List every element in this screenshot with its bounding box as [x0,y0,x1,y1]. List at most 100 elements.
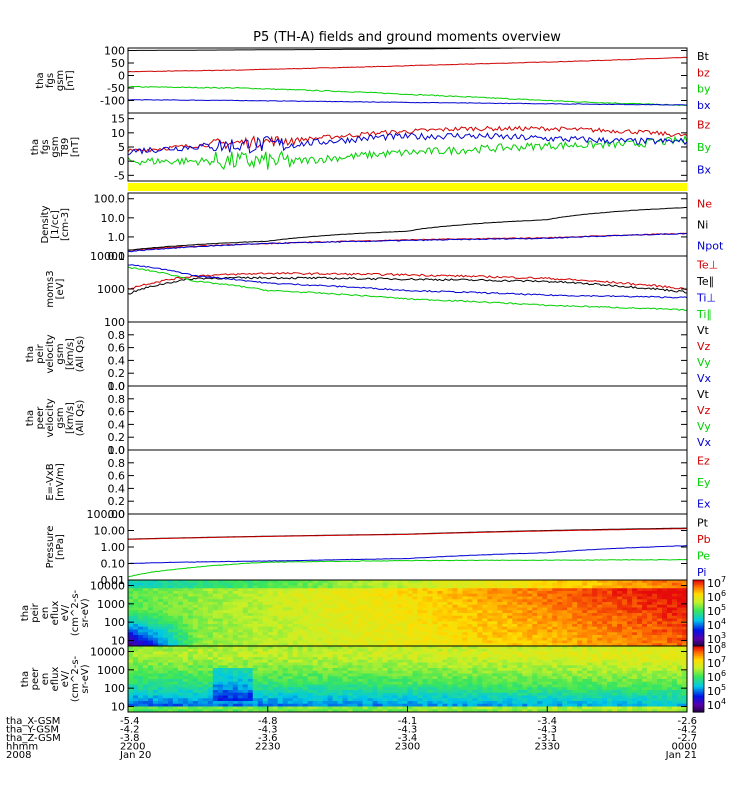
spectrogram-cell [272,635,279,639]
spectrogram-cell [477,604,483,608]
spectrogram-cell [242,621,249,625]
spectrogram-cell [267,585,274,589]
spectrogram-cell [572,604,578,608]
spectrogram-cell [412,687,418,691]
spectrogram-cell [447,690,453,694]
spectrogram-cell [632,640,638,644]
spectrogram-cell [437,651,443,655]
spectrogram-cell [297,654,304,658]
spectrogram-cell [237,662,244,666]
spectrogram-cell [402,662,408,666]
spectrogram-cell [322,703,329,707]
spectrogram-cell [242,654,249,658]
spectrogram-cell [207,621,214,625]
spectrogram-cell [377,585,384,589]
spectrogram-cell [607,602,613,606]
spectrogram-cell [597,591,603,595]
spectrogram-cell [207,687,214,691]
spectrogram-cell [637,604,643,608]
spectrogram-cell [507,604,513,608]
spectrogram-cell [387,626,394,630]
spectrogram-cell [532,651,538,655]
spectrogram-cell [332,602,339,606]
spectrogram-cell [622,593,628,597]
spectrogram-cell [207,646,214,650]
spectrogram-cell [437,681,443,685]
spectrogram-cell [137,684,144,688]
spectrogram-cell [652,624,658,628]
spectrogram-cell [437,679,443,683]
spectrogram-cell [467,681,473,685]
spectrogram-cell [222,588,229,592]
spectrogram-cell [337,580,344,584]
spectrogram-cell [537,679,543,683]
spectrogram-cell [317,585,324,589]
spectrogram-cell [307,626,314,630]
spectrogram-cell [302,692,309,696]
spectrogram-cell [277,604,284,608]
spectrogram-cell [462,648,468,652]
spectrogram-cell [172,709,179,713]
spectrogram-cell [262,596,269,600]
spectrogram-cell [282,690,289,694]
spectrogram-cell [387,690,394,694]
spectrogram-cell [517,593,523,597]
spectrogram-cell [537,668,543,672]
spectrogram-cell [257,621,264,625]
spectrogram-cell [202,665,209,669]
spectrogram-cell [502,582,508,586]
spectrogram-cell [367,687,374,691]
spectrogram-cell [187,668,194,672]
legend-label-Pt: Pt [697,516,709,529]
spectrogram-cell [128,673,134,677]
spectrogram-cell [467,646,473,650]
spectrogram-cell [517,648,523,652]
spectrogram-cell [272,692,279,696]
spectrogram-cell [472,690,478,694]
spectrogram-cell [367,681,374,685]
spectrogram-cell [282,626,289,630]
spectrogram-cell [542,615,548,619]
spectrogram-cell [357,668,364,672]
spectrogram-cell [447,706,453,710]
spectrogram-cell [297,591,304,595]
spectrogram-cell [147,637,154,641]
spectrogram-cell [128,698,134,702]
spectrogram-cell [457,599,463,603]
spectrogram-cell [162,687,169,691]
spectrogram-cell [482,580,488,584]
spectrogram-cell [577,599,583,603]
spectrogram-cell [182,690,189,694]
spectrogram-cell [137,596,144,600]
y-tick-label: 0.2 [108,495,126,508]
spectrogram-cell [647,580,653,584]
spectrogram-cell [287,648,294,652]
spectrogram-cell [397,668,404,672]
spectrogram-cell [267,651,274,655]
spectrogram-cell [242,593,249,597]
spectrogram-cell [597,637,603,641]
spectrogram-cell [167,670,174,674]
spectrogram-cell [272,687,279,691]
spectrogram-cell [532,621,538,625]
spectrogram-cell [612,604,618,608]
spectrogram-cell [262,629,269,633]
spectrogram-cell [272,646,279,650]
spectrogram-cell [307,602,314,606]
spectrogram-cell [487,673,493,677]
spectrogram-cell [507,588,513,592]
spectrogram-cell [147,596,154,600]
spectrogram-cell [322,662,329,666]
legend-label-bx: bx [697,99,711,112]
spectrogram-cell [502,681,508,685]
spectrogram-cell [207,698,214,702]
spectrogram-cell [627,615,633,619]
spectrogram-cell [442,646,448,650]
spectrogram-cell [267,698,274,702]
spectrogram-cell [147,662,154,666]
spectrogram-cell [682,585,688,589]
spectrogram-cell [182,687,189,691]
spectrogram-cell [222,610,229,614]
spectrogram-cell [437,621,443,625]
spectrogram-cell [207,651,214,655]
